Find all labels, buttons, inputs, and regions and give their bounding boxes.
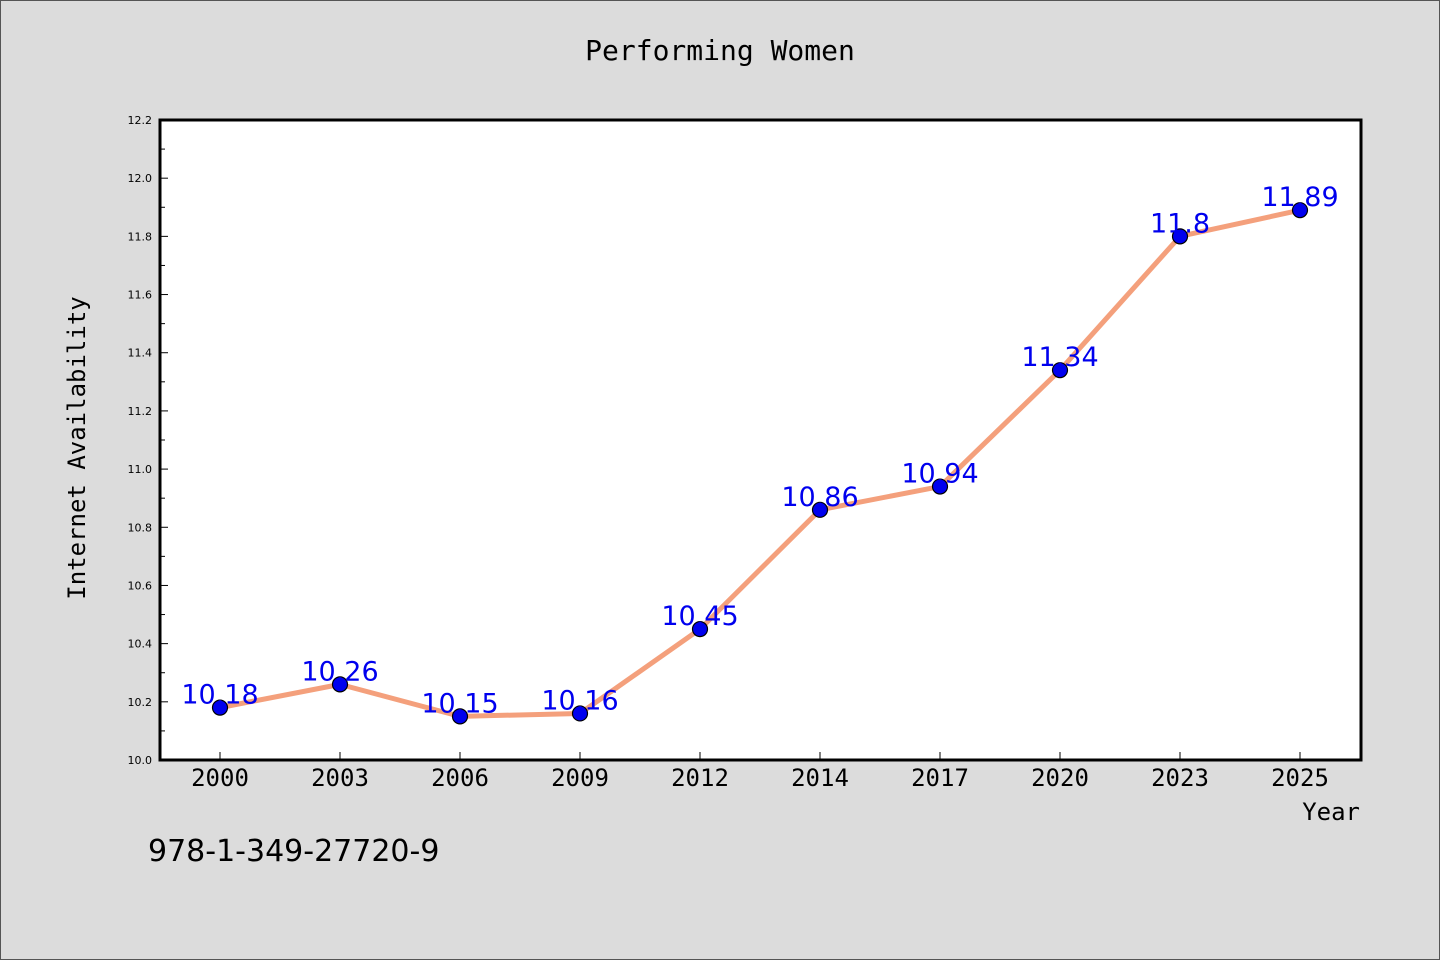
y-axis-title: Internet Availability [63, 296, 91, 599]
data-point [1171, 228, 1189, 245]
data-point [211, 699, 229, 716]
x-tick-label: 2014 [791, 764, 849, 792]
series-line [217, 207, 1303, 719]
y-tick-label: 12.2 [128, 114, 153, 127]
data-label: 10.26 [301, 656, 378, 687]
y-tick-label: 10.6 [128, 579, 153, 592]
data-point [451, 708, 469, 725]
data-point [691, 620, 709, 638]
y-tick-label: 10.4 [128, 638, 153, 651]
x-tick-label: 2000 [191, 764, 249, 792]
x-tick-label: 2012 [671, 764, 729, 792]
data-point [811, 501, 829, 518]
marker-group [211, 202, 1309, 725]
data-point [331, 676, 349, 693]
y-tick-label: 11.4 [128, 347, 153, 360]
plot-area [158, 118, 1363, 762]
data-label-group: 10.18 10.26 10.15 10.16 10.45 10.86 10.94 11.34… [181, 182, 1338, 719]
y-tick-label: 10.8 [128, 521, 153, 534]
data-label: 10.94 [901, 459, 978, 490]
y-tick-label: 12.0 [128, 172, 153, 185]
y-tick-label: 11.6 [128, 289, 153, 302]
y-tick-label: 10.2 [128, 696, 153, 709]
data-label: 10.18 [181, 680, 258, 711]
data-point [931, 478, 949, 495]
x-tick-label: 2006 [431, 764, 489, 792]
data-label: 10.45 [661, 601, 738, 632]
data-label: 10.16 [541, 685, 618, 716]
data-point [1291, 202, 1309, 219]
x-tick-label: 2023 [1151, 764, 1209, 792]
y-tick-label: 11.2 [128, 405, 153, 418]
x-tick-label: 2003 [311, 764, 369, 792]
data-label: 11.34 [1021, 342, 1098, 373]
data-label: 10.86 [781, 482, 858, 513]
x-axis-title: Year [1302, 798, 1360, 826]
x-tick-label: 2020 [1031, 764, 1089, 792]
y-tick-label: 11.0 [128, 463, 153, 476]
data-point [571, 705, 589, 722]
y-axis: 10.0 10.2 10.4 10.6 10.8 11.0 11.2 11.4 11.6 11.8… [128, 114, 168, 767]
x-tick-label: 2009 [551, 764, 609, 792]
x-tick-label: 2017 [911, 764, 969, 792]
chart-title: Performing Women [585, 34, 855, 67]
x-tick-label: 2025 [1271, 764, 1329, 792]
data-label: 11.8 [1150, 208, 1210, 239]
data-label: 11.89 [1261, 182, 1338, 213]
y-tick-label: 10.0 [128, 754, 153, 767]
x-axis: 2000 2003 2006 2009 2012 2014 2017 2020 2023 2025 [191, 752, 1329, 792]
y-tick-label: 11.8 [128, 230, 153, 243]
series-line-group [217, 207, 1303, 719]
data-point [1051, 362, 1069, 379]
data-label: 10.15 [421, 688, 498, 719]
isbn-text: 978-1-349-27720-9 [148, 834, 440, 869]
